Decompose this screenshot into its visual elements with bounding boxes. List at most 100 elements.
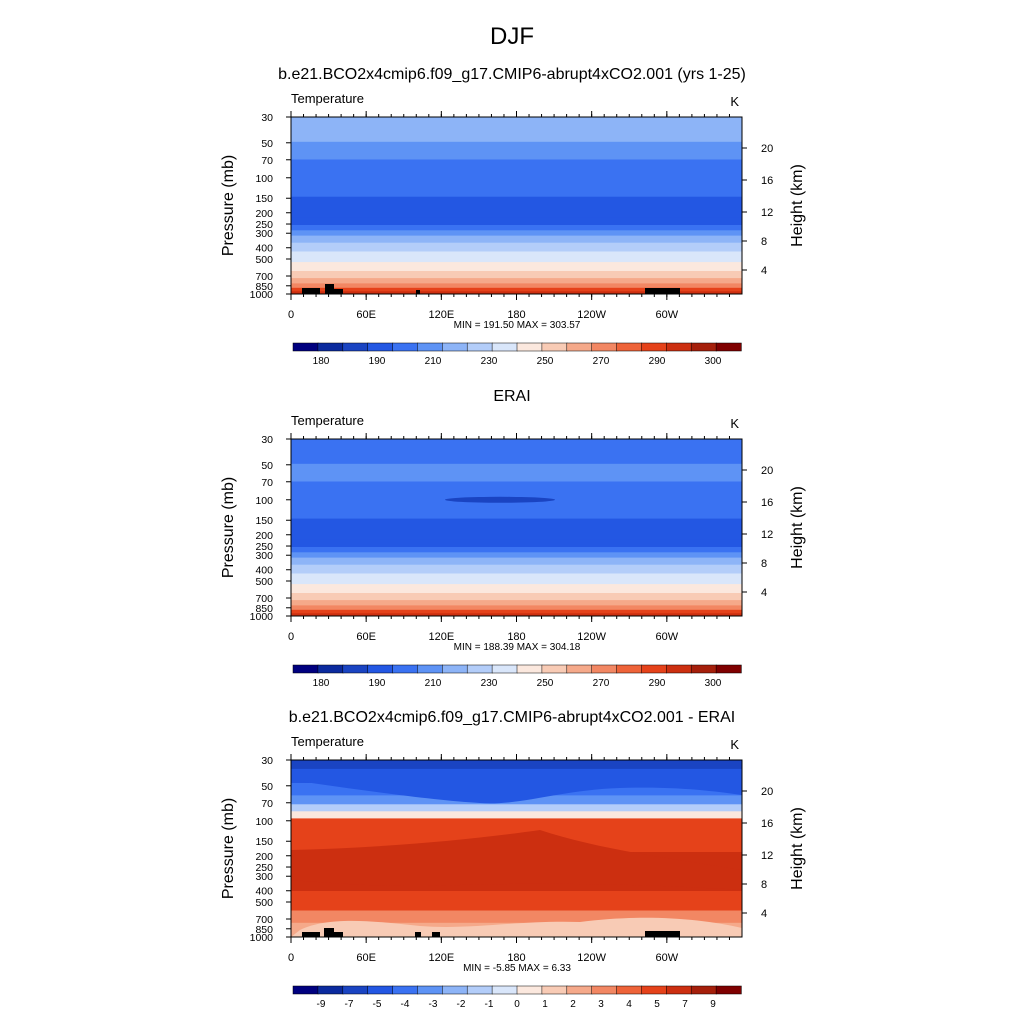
colorbar-label: -4 <box>401 999 410 1010</box>
x-tick-label: 60W <box>656 631 679 643</box>
cold-anomaly <box>445 496 555 503</box>
colorbar-swatch <box>616 985 643 995</box>
colorbar-swatch <box>292 985 319 995</box>
topography <box>325 284 334 294</box>
colorbar-swatch <box>715 664 742 674</box>
colorbar-label: 7 <box>682 999 688 1010</box>
colorbar-swatch <box>616 664 643 674</box>
right-tick-label: 4 <box>761 265 767 277</box>
colorbar-swatch <box>392 664 419 674</box>
contour-field <box>291 439 742 616</box>
contour-field <box>291 760 742 937</box>
colorbar-swatch <box>541 342 568 352</box>
right-tick-label: 4 <box>761 908 767 920</box>
contour-band <box>291 584 742 594</box>
contour-band <box>291 605 742 611</box>
colorbar-label: 210 <box>425 678 442 689</box>
colorbar-swatch <box>417 664 443 674</box>
contour-band <box>291 499 742 520</box>
contour-band <box>291 613 742 616</box>
y-tick-label: 400 <box>255 886 273 898</box>
right-tick-label: 20 <box>761 465 773 477</box>
y-tick-label: 500 <box>255 897 273 909</box>
colorbar-swatch <box>491 342 518 352</box>
x-tick-label: 120W <box>577 309 606 321</box>
colorbar-label: 190 <box>369 678 386 689</box>
contour-band <box>291 760 742 770</box>
right-tick-label: 12 <box>761 850 773 862</box>
right-tick-label: 8 <box>761 236 767 248</box>
y-tick-label: 400 <box>255 243 273 255</box>
colorbar-swatch <box>591 664 618 674</box>
y-tick-label: 50 <box>261 460 273 472</box>
colorbar-swatch <box>666 664 692 674</box>
colorbar-swatch <box>516 342 543 352</box>
topography <box>324 928 334 937</box>
topography <box>432 932 440 937</box>
colorbar-label: 250 <box>537 678 554 689</box>
colorbar-swatch <box>342 342 369 352</box>
y-tick-label: 30 <box>261 434 273 446</box>
right-tick-label: 12 <box>761 207 773 219</box>
topography <box>302 932 320 937</box>
right-tick-label: 8 <box>761 879 767 891</box>
y-tick-label: 70 <box>261 477 273 489</box>
y-axis-label: Pressure (mb) <box>220 477 237 578</box>
colorbar-swatch <box>367 342 394 352</box>
y-tick-label: 70 <box>261 155 273 167</box>
y-axis-label: Pressure (mb) <box>220 155 237 256</box>
colorbar-swatch <box>317 342 344 352</box>
colorbar-label: 300 <box>705 678 722 689</box>
y-tick-label: 150 <box>255 515 273 527</box>
y-tick-label: 100 <box>255 495 273 507</box>
y-tick-label: 700 <box>255 271 273 283</box>
contour-band <box>291 209 742 219</box>
x-tick-label: 0 <box>288 631 294 643</box>
colorbar-swatch <box>641 342 667 352</box>
colorbar-label: 230 <box>481 356 498 367</box>
colorbar-swatch <box>715 342 742 352</box>
y-tick-label: 200 <box>255 851 273 863</box>
contour-band <box>291 772 742 804</box>
colorbar-label: 9 <box>710 999 716 1010</box>
colorbar-swatch <box>690 985 717 995</box>
contour-field <box>291 117 742 294</box>
contour-band <box>291 564 742 575</box>
colorbar-swatch <box>591 342 618 352</box>
y-tick-label: 100 <box>255 816 273 828</box>
contour-band <box>291 251 742 263</box>
colorbar-swatch <box>616 342 643 352</box>
contour-band <box>291 609 742 614</box>
colorbar-label: 230 <box>481 678 498 689</box>
panel-3: b.e21.BCO2x4cmip6.f09_g17.CMIP6-abrupt4x… <box>220 709 806 1010</box>
contour-band <box>291 830 742 890</box>
contour-band <box>291 917 742 937</box>
topography <box>333 289 343 294</box>
colorbar-swatch <box>690 342 717 352</box>
x-tick-label: 180 <box>507 631 525 643</box>
contour-band <box>291 552 742 559</box>
x-tick-label: 60E <box>356 309 376 321</box>
x-tick-label: 0 <box>288 952 294 964</box>
colorbar-label: 250 <box>537 356 554 367</box>
colorbar-swatch <box>715 985 742 995</box>
y-axis-label: Pressure (mb) <box>220 798 237 899</box>
colorbar-label: -1 <box>485 999 494 1010</box>
contour-band <box>291 235 742 244</box>
y-tick-label: 300 <box>255 550 273 562</box>
contour-band <box>291 117 742 143</box>
colorbar-label: 2 <box>570 999 576 1010</box>
topography <box>415 932 421 937</box>
y-tick-label: 500 <box>255 576 273 588</box>
y-tick-label: 300 <box>255 871 273 883</box>
colorbar-swatch <box>666 342 692 352</box>
colorbar-label: 270 <box>593 356 610 367</box>
y-tick-label: 250 <box>255 219 273 231</box>
contour-band <box>291 242 742 253</box>
colorbar-swatch <box>566 664 593 674</box>
y-tick-label: 700 <box>255 593 273 605</box>
variable-label: Temperature <box>291 734 364 749</box>
colorbar-swatch <box>591 985 618 995</box>
colorbar-label: -5 <box>373 999 382 1010</box>
